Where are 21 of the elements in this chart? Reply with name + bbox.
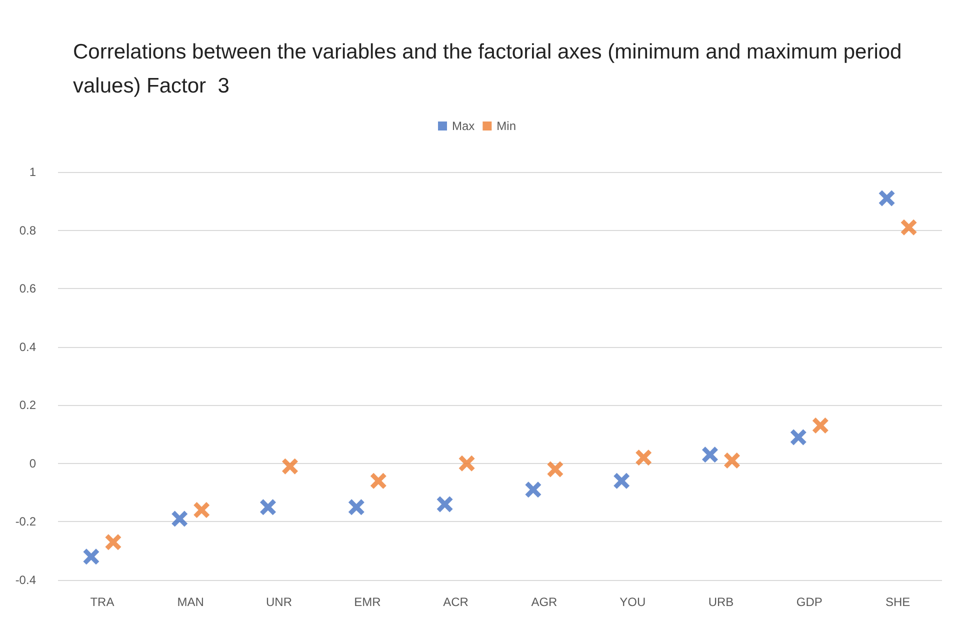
x-tick-label: YOU: [620, 595, 646, 609]
y-tick-label: 0.6: [19, 282, 36, 296]
x-tick-label: SHE: [885, 595, 910, 609]
legend-label: Max: [452, 119, 475, 133]
y-tick-label: 0: [29, 456, 36, 470]
y-tick-label: -0.2: [15, 514, 36, 529]
x-tick-label: EMR: [354, 595, 382, 609]
x-tick-label: URB: [708, 595, 734, 609]
x-tick-label: GDP: [796, 595, 822, 609]
x-tick-label: UNR: [266, 595, 292, 609]
y-tick-label: 0.2: [19, 398, 36, 412]
x-tick-label: TRA: [90, 595, 114, 609]
legend-label: Min: [496, 119, 516, 133]
chart-title: Correlations between the variables and the factorial axes (minimum and maximum period values) Factor 3: [73, 40, 908, 98]
y-tick-label: 1: [29, 165, 36, 179]
x-tick-label: MAN: [177, 595, 204, 609]
y-tick-label: 0.4: [19, 340, 36, 354]
y-tick-label: -0.4: [15, 573, 36, 587]
x-tick-label: ACR: [443, 595, 469, 609]
x-tick-label: AGR: [531, 595, 558, 609]
y-tick-label: 0.8: [19, 223, 36, 238]
